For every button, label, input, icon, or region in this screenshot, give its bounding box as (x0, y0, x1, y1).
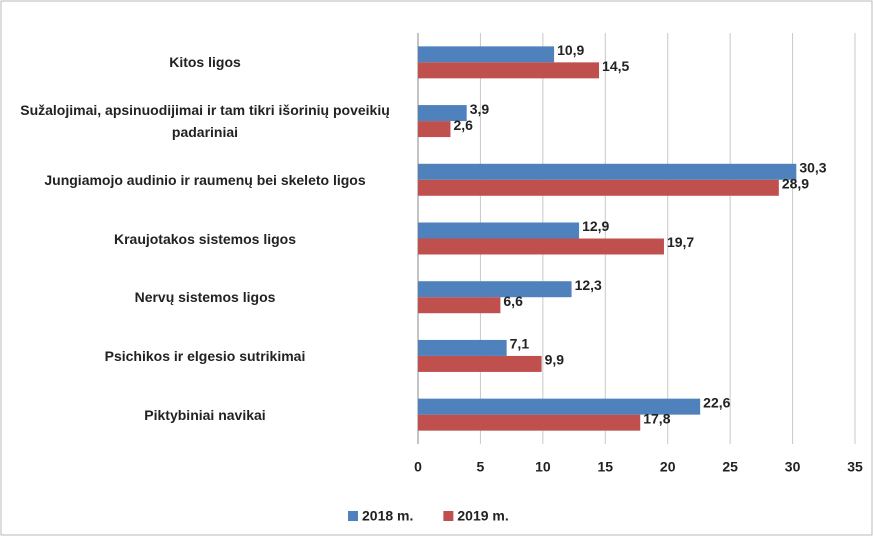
bar (418, 297, 501, 314)
category-label: Kraujotakos sistemos ligos (113, 230, 297, 247)
bar (418, 121, 451, 138)
bar (418, 46, 555, 63)
value-label: 17,8 (643, 410, 670, 426)
value-label: 2,6 (453, 117, 473, 133)
category-label: Psichikos ir elgesio sutrikimai (104, 347, 306, 364)
legend-label: 2019 m. (457, 508, 508, 524)
value-label: 12,9 (582, 218, 609, 234)
bar (418, 179, 779, 196)
bar (418, 105, 467, 122)
value-label: 30,3 (799, 159, 826, 175)
value-label: 19,7 (667, 234, 694, 250)
legend-label: 2018 m. (362, 508, 413, 524)
bar (418, 163, 797, 180)
category-label: Jungiamojo audinio ir raumenų bei skelet… (44, 171, 366, 188)
value-label: 3,9 (470, 101, 490, 117)
x-tick-label: 35 (847, 459, 863, 475)
legend-swatch (348, 511, 358, 521)
x-tick-label: 5 (477, 459, 485, 475)
x-tick-label: 10 (535, 459, 551, 475)
bar (418, 414, 641, 431)
value-label: 10,9 (557, 42, 584, 58)
category-label: Nervų sistemos ligos (134, 289, 276, 306)
bar (418, 62, 600, 79)
value-label: 12,3 (575, 277, 602, 293)
x-tick-label: 30 (785, 459, 801, 475)
value-label: 7,1 (510, 336, 530, 352)
category-label: Kitos ligos (169, 54, 241, 71)
category-label: Sužalojimai, apsinuodijimai ir tam tikri… (20, 102, 390, 141)
bar (418, 339, 507, 356)
bar (418, 238, 664, 255)
value-label: 6,6 (503, 293, 523, 309)
bar (418, 398, 701, 415)
value-label: 14,5 (602, 58, 629, 74)
legend-swatch (443, 511, 454, 521)
category-label: Piktybiniai navikai (144, 406, 266, 423)
bar (418, 281, 572, 298)
value-label: 22,6 (703, 394, 730, 410)
x-tick-label: 25 (722, 459, 738, 475)
bar (418, 222, 580, 239)
x-tick-label: 20 (660, 459, 676, 475)
value-label: 28,9 (782, 175, 809, 191)
x-tick-label: 0 (414, 459, 422, 475)
value-label: 9,9 (545, 352, 565, 368)
bar (418, 355, 542, 372)
x-tick-label: 15 (597, 459, 613, 475)
